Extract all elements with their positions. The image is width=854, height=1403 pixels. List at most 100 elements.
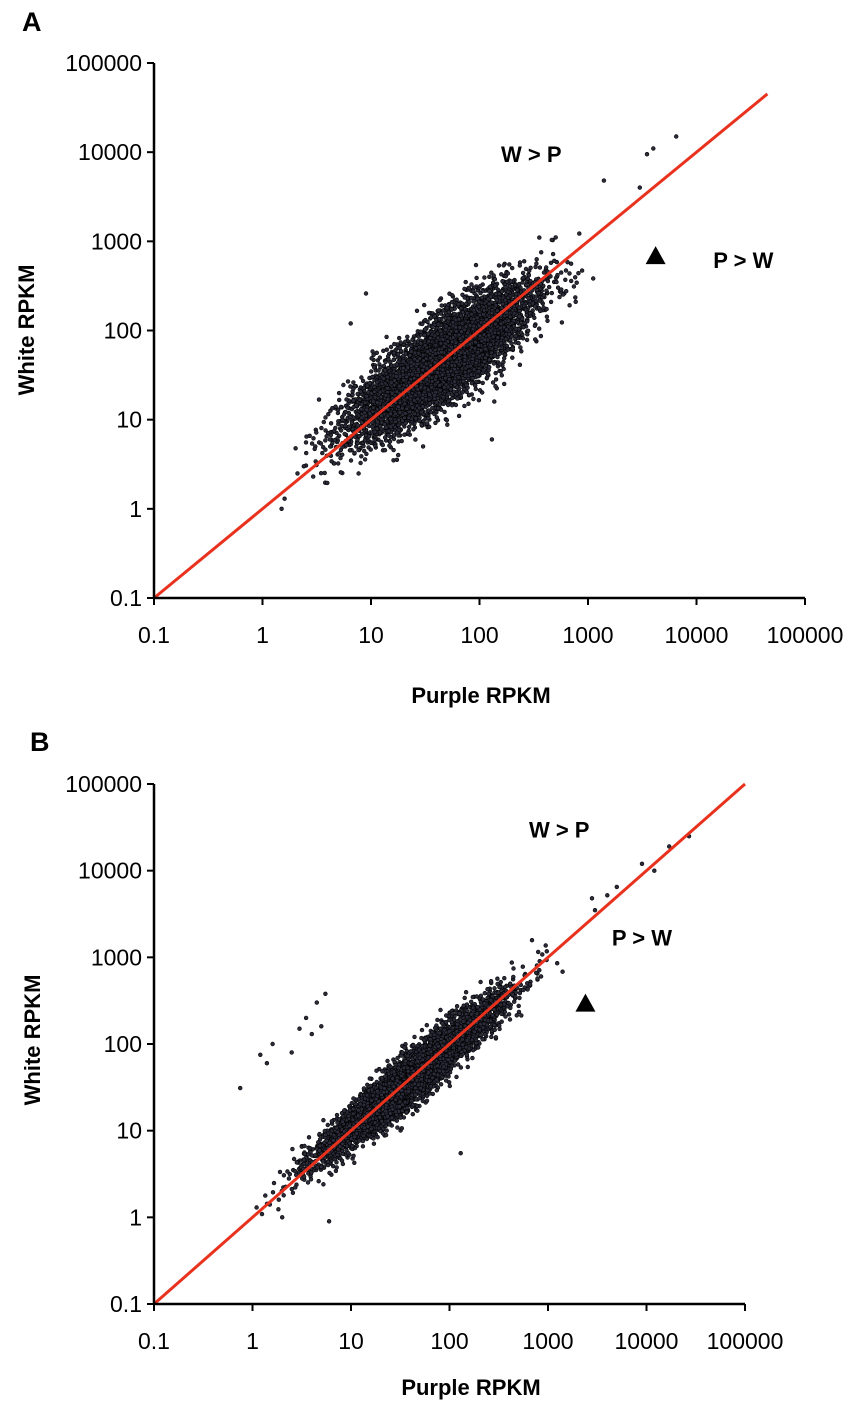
panel-a-point bbox=[482, 275, 487, 280]
panel-a-point bbox=[411, 427, 416, 432]
panel-a-point bbox=[422, 333, 427, 338]
panel-a-point bbox=[344, 442, 349, 448]
panel-a-point bbox=[445, 402, 451, 408]
panel-a-point bbox=[568, 278, 574, 284]
panel-a-point bbox=[493, 384, 498, 389]
panel-a-point bbox=[361, 443, 366, 449]
panel-a-point bbox=[520, 270, 526, 276]
panel-a-point bbox=[355, 391, 360, 397]
panel-a-point bbox=[520, 275, 526, 281]
panel-a-point bbox=[441, 401, 446, 407]
panel-a-point bbox=[307, 433, 312, 438]
panel-a-point bbox=[469, 295, 474, 301]
panel-a-point bbox=[321, 419, 326, 425]
panel-a-point bbox=[573, 299, 578, 304]
panel-a-point bbox=[323, 438, 328, 443]
panel-a-point bbox=[336, 451, 341, 456]
panel-a-point bbox=[391, 436, 397, 442]
panel-a-point bbox=[446, 398, 451, 404]
panel-a-point bbox=[534, 261, 539, 266]
panel-a-point bbox=[433, 420, 438, 426]
panel-a-point bbox=[419, 422, 424, 427]
panel-a-point bbox=[454, 297, 459, 302]
panel-a-point bbox=[434, 415, 439, 420]
panel-a-point bbox=[510, 346, 515, 351]
panel-a-point bbox=[469, 381, 475, 386]
panel-a-point bbox=[537, 235, 542, 240]
panel-a-point bbox=[548, 299, 554, 305]
panel-a-point bbox=[354, 403, 359, 408]
panel-a-point bbox=[391, 447, 396, 453]
panel-a-point bbox=[319, 425, 324, 431]
panel-a-point bbox=[347, 448, 353, 453]
panel-a-point bbox=[326, 412, 331, 417]
panel-a-point bbox=[545, 278, 551, 284]
plot-a-area: 0.1 1 10 100 1000 10000 1000000.11101001000100… bbox=[65, 50, 843, 648]
panel-a-point bbox=[314, 430, 319, 435]
panel-a-point bbox=[499, 272, 504, 277]
panel-a-point bbox=[328, 421, 334, 426]
panel-a-point bbox=[470, 376, 475, 381]
panel-a-point bbox=[403, 339, 408, 344]
panel-a-point bbox=[324, 434, 329, 439]
panel-a-point bbox=[480, 380, 485, 386]
panel-a-point bbox=[541, 270, 547, 275]
panel-a-point bbox=[356, 471, 361, 476]
panel-a-point bbox=[548, 260, 554, 265]
panel-a-point bbox=[397, 335, 402, 341]
panel-a-point bbox=[338, 470, 343, 475]
panel-a-point bbox=[532, 337, 538, 342]
panel-a-point bbox=[432, 411, 437, 417]
panel-a-point bbox=[563, 289, 569, 294]
panel-a-point bbox=[517, 362, 523, 367]
panel-a-point bbox=[537, 298, 542, 303]
panel-a-point bbox=[396, 452, 401, 458]
panel-a-point bbox=[538, 250, 544, 255]
panel-a-point bbox=[536, 326, 542, 331]
panel-a-point bbox=[549, 290, 554, 296]
panel-a-point bbox=[359, 454, 364, 459]
panel-a-point bbox=[459, 301, 465, 306]
panel-a-point bbox=[387, 439, 393, 444]
panel-a-point bbox=[447, 291, 452, 296]
panel-a-point bbox=[343, 409, 348, 415]
panel-a-point bbox=[385, 374, 390, 380]
panel-a-point bbox=[388, 344, 394, 350]
panel-a-point bbox=[463, 279, 468, 285]
panel-a-point bbox=[452, 311, 457, 317]
panel-a-point bbox=[351, 380, 356, 385]
panel-a-point bbox=[501, 359, 506, 365]
panel-a-point bbox=[439, 303, 444, 308]
panel-a-point bbox=[384, 334, 389, 340]
panel-a-point bbox=[338, 455, 343, 461]
panel-a-point bbox=[538, 333, 544, 339]
panel-a-point bbox=[544, 314, 550, 319]
panel-a-point bbox=[445, 422, 450, 427]
panel-a-point bbox=[377, 355, 383, 360]
panel-a-point bbox=[417, 418, 422, 424]
panel-a-point bbox=[573, 295, 578, 300]
panel-a-point bbox=[399, 438, 404, 444]
panel-a-point bbox=[458, 313, 464, 318]
panel-a-point bbox=[502, 381, 507, 387]
panel-a-point bbox=[343, 423, 348, 428]
panel-a-point bbox=[425, 319, 430, 325]
panel-a-point bbox=[502, 352, 507, 357]
panel-a-point bbox=[311, 436, 316, 441]
panel-a-point bbox=[496, 263, 502, 268]
panel-a-point bbox=[430, 405, 435, 411]
panel-a-point bbox=[543, 265, 549, 270]
panel-a-point bbox=[466, 401, 471, 406]
panel-a-point bbox=[336, 419, 341, 424]
panel-a-point bbox=[342, 431, 347, 437]
panel-a-point bbox=[293, 446, 298, 451]
panel-a-point bbox=[409, 343, 414, 348]
panel-a-point bbox=[320, 450, 325, 456]
panel-a-point bbox=[347, 424, 352, 429]
panel-a-point bbox=[392, 341, 397, 347]
panel-a-point bbox=[456, 413, 462, 419]
panel-a-point bbox=[521, 259, 527, 264]
panel-a-point bbox=[502, 356, 507, 361]
panel-a-point bbox=[477, 388, 483, 393]
